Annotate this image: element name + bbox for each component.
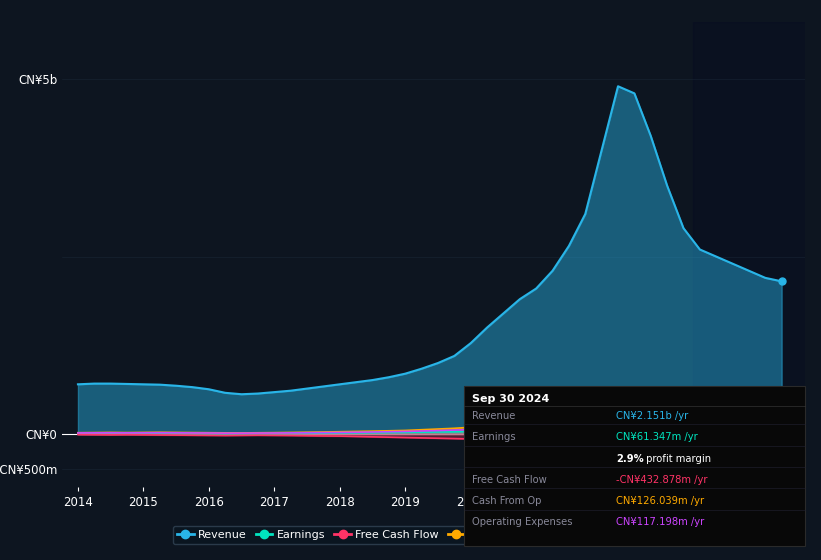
Text: CN¥2.151b /yr: CN¥2.151b /yr — [616, 411, 688, 421]
Text: Operating Expenses: Operating Expenses — [472, 517, 572, 528]
Text: Sep 30 2024: Sep 30 2024 — [472, 394, 549, 404]
Text: CN¥117.198m /yr: CN¥117.198m /yr — [616, 517, 704, 528]
Text: Free Cash Flow: Free Cash Flow — [472, 475, 547, 485]
Text: CN¥126.039m /yr: CN¥126.039m /yr — [616, 496, 704, 506]
Text: -CN¥432.878m /yr: -CN¥432.878m /yr — [616, 475, 707, 485]
Text: Earnings: Earnings — [472, 432, 516, 442]
Text: Revenue: Revenue — [472, 411, 516, 421]
Legend: Revenue, Earnings, Free Cash Flow, Cash From Op, Operating Expenses: Revenue, Earnings, Free Cash Flow, Cash … — [172, 525, 694, 544]
Text: Cash From Op: Cash From Op — [472, 496, 542, 506]
Bar — [693, 22, 811, 487]
Text: 2.9%: 2.9% — [616, 454, 644, 464]
Text: CN¥61.347m /yr: CN¥61.347m /yr — [616, 432, 698, 442]
Text: profit margin: profit margin — [643, 454, 711, 464]
